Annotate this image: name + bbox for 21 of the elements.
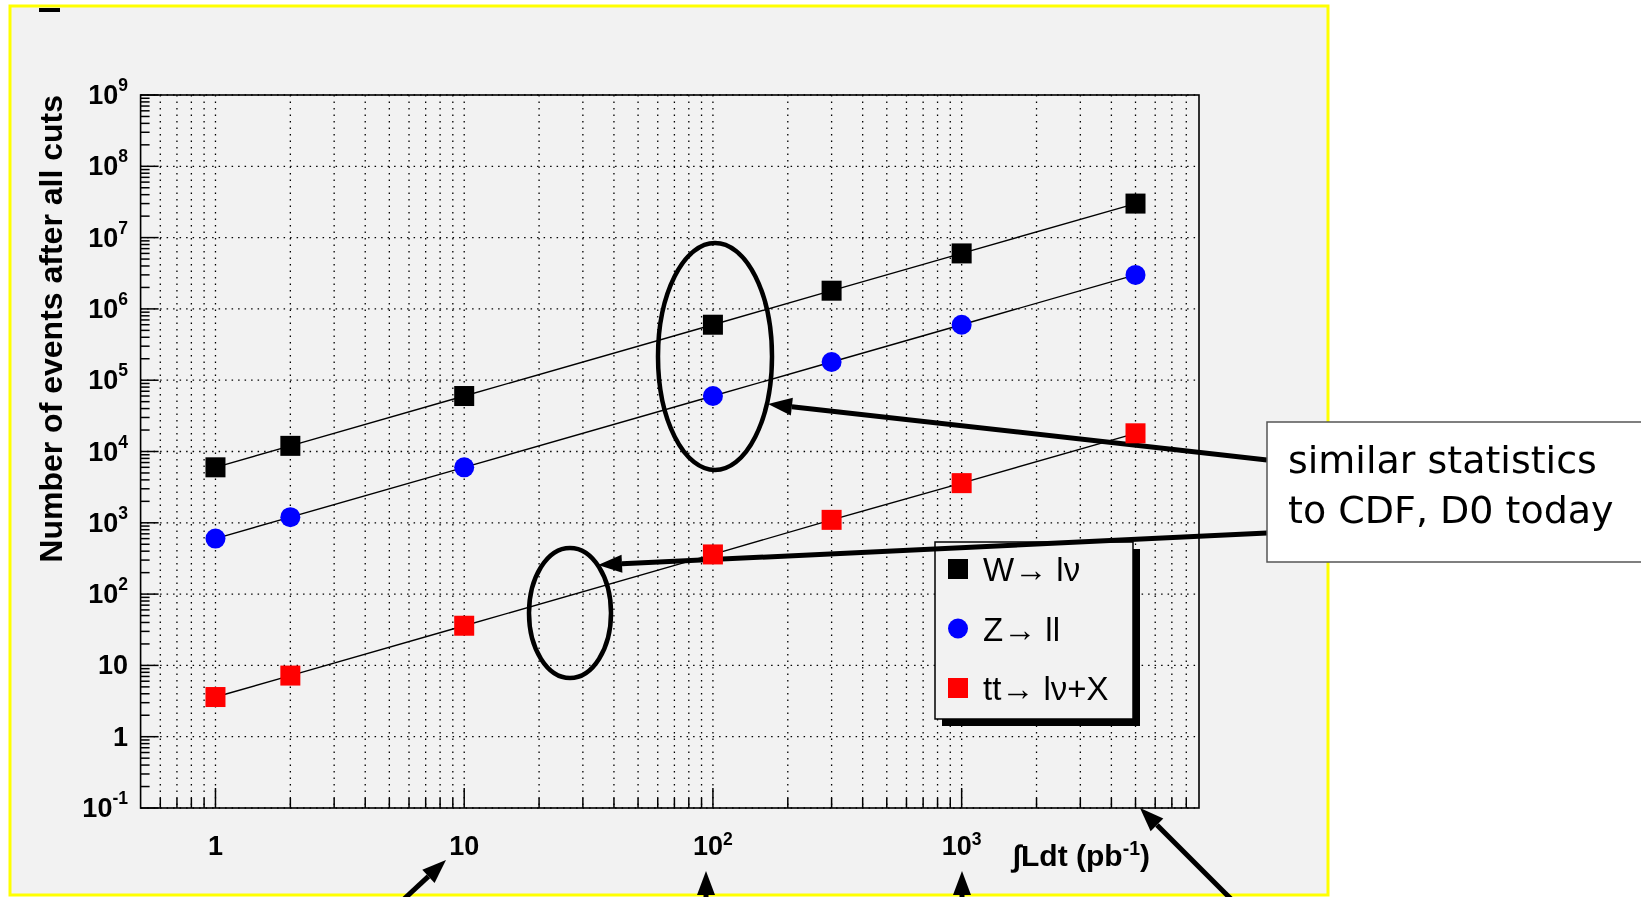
legend-label: W→ lν [983, 550, 1081, 588]
x-tick-label: 10$^{2}$ [693, 829, 734, 861]
x-tick-label: 10$^{3}$ [941, 829, 982, 861]
y-tick-label: 10$^{8}$ [88, 146, 129, 182]
x-tick-label: 10 [449, 831, 480, 861]
y-tick-label: 10 [97, 650, 128, 681]
y-tick-label: 10$^{3}$ [88, 502, 129, 538]
x-tick-label: 1 [207, 831, 223, 861]
y-axis-title: Number of events after all cuts [33, 95, 69, 563]
y-tick-label: 10$^{9}$ [88, 75, 129, 110]
y-tick-label: 10$^{4}$ [88, 431, 129, 467]
legend-label: Z→ ll [983, 610, 1060, 647]
y-tick-label: 10$^{7}$ [88, 217, 128, 253]
legend-label: tt→ lν+X [983, 669, 1109, 707]
y-tick-label: 10$^{6}$ [88, 288, 129, 324]
y-tick-label: 10$^{5}$ [88, 360, 129, 396]
x-axis-title: ∫Ldt (pb$^{-1}$) [1010, 837, 1150, 873]
y-tick-label: 10$^{2}$ [88, 574, 129, 610]
y-tick-label: 1 [112, 721, 128, 752]
y-tick-label: 10$^{-1}$ [82, 788, 129, 823]
text: similar statistics to CDF, D0 today [1288, 438, 1614, 532]
